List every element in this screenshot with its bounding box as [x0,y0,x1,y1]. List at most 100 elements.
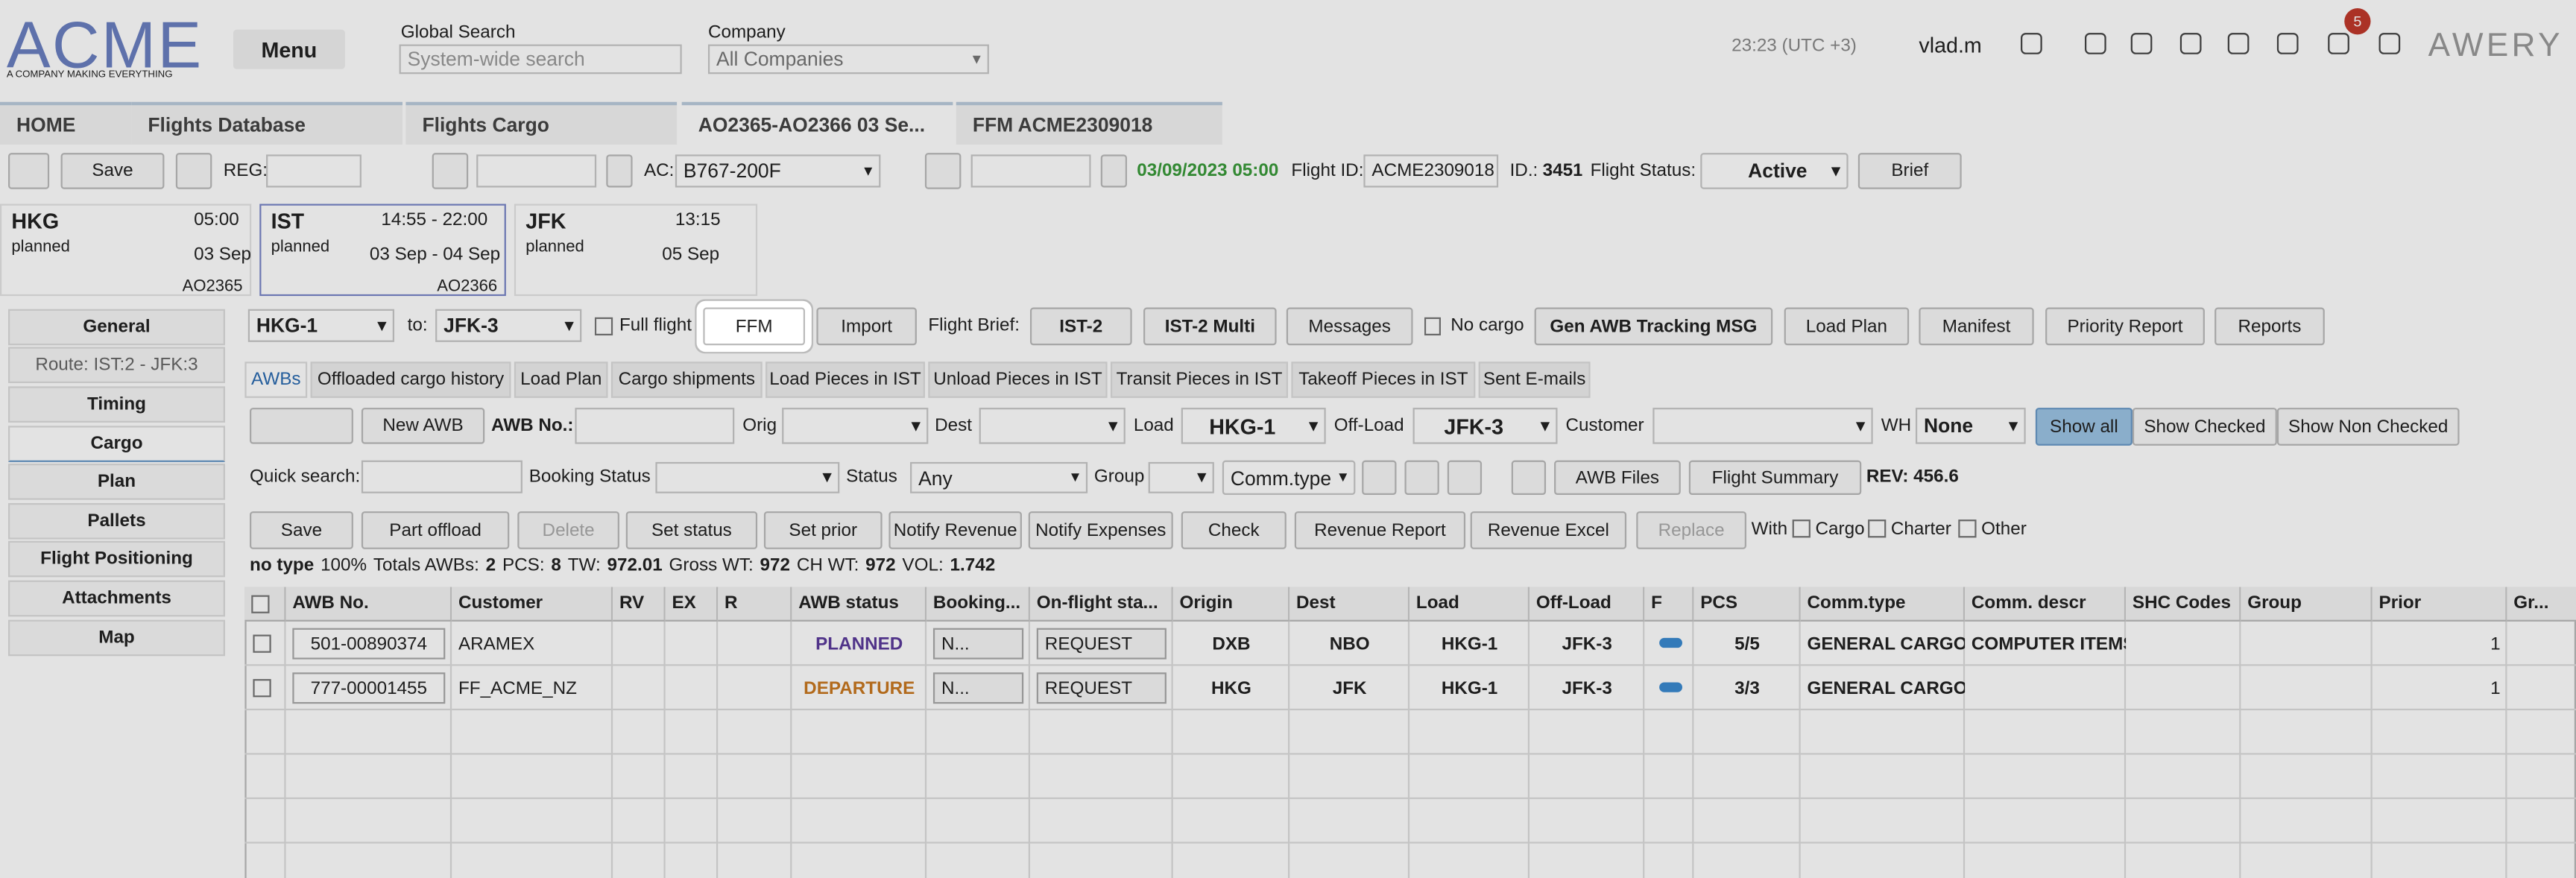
add-button[interactable] [1100,154,1128,188]
tab[interactable]: AO2365-AO2366 03 Se... [681,101,953,145]
cell-text[interactable]: REQUEST [1036,628,1167,660]
quick-search-input[interactable] [361,460,523,493]
dest-select[interactable] [979,408,1126,444]
column-header[interactable]: EX [665,587,719,622]
subtab[interactable]: Offloaded cargo history [310,361,511,398]
cell-text[interactable]: 777-00001455 [292,672,446,704]
icon[interactable] [2276,33,2299,54]
icon-button[interactable] [1404,460,1439,496]
column-header[interactable]: Group [2241,587,2373,622]
checkbox[interactable] [594,312,697,338]
action-button[interactable]: Notify Expenses [1028,511,1173,549]
refresh-button[interactable] [250,408,353,444]
column-header[interactable]: Comm.type [1800,587,1966,622]
tab[interactable]: HOME [0,101,132,145]
action-button[interactable]: Set prior [763,511,883,549]
action-button[interactable]: Revenue Excel [1470,511,1627,549]
cell-text[interactable]: N... [932,672,1024,704]
action-button[interactable]: Delete [517,511,619,549]
filter-toggle[interactable]: Show all [2035,408,2133,446]
ffm-button[interactable]: FFM [703,307,806,346]
checkbox[interactable] [1868,519,1887,538]
brief-button[interactable]: Brief [1857,153,1962,189]
column-header[interactable]: Comm. descr [1965,587,2127,622]
filter-toggle[interactable]: Show Non Checked [2276,408,2460,446]
cell-text[interactable]: 501-00890374 [292,628,446,660]
brief-button[interactable]: Messages [1286,307,1413,346]
tab[interactable]: Flights Database [131,101,403,145]
menu-button[interactable]: Menu [233,29,345,69]
add-button[interactable] [606,154,633,188]
column-header[interactable]: AWB No. [285,587,452,622]
search-input[interactable]: System-wide search [399,44,682,75]
awb-files-button[interactable]: AWB Files [1554,460,1681,496]
refresh-button[interactable] [8,153,50,189]
to-select[interactable]: JFK-3 [435,309,582,342]
cell-text[interactable]: REQUEST [1036,672,1167,704]
offload-select[interactable]: JFK-3 [1412,408,1558,444]
subtab[interactable]: AWBs [244,361,308,398]
side-menu-item[interactable]: Pallets [8,503,225,540]
fullscreen-button[interactable] [175,153,212,189]
column-header[interactable]: RV [613,587,666,622]
button[interactable] [924,153,962,189]
side-menu-item[interactable]: General [8,309,225,346]
column-header[interactable]: On-flight sta... [1029,587,1173,622]
group-select[interactable] [1148,461,1214,493]
comm-type-select[interactable]: Comm.type [1222,460,1356,496]
icon-button[interactable] [1447,460,1483,496]
side-menu-item[interactable]: Plan [8,464,225,500]
input[interactable] [970,154,1091,188]
orig-select[interactable] [782,408,929,444]
brief-button[interactable]: IST-2 Multi [1143,307,1277,346]
action-button[interactable]: Replace [1636,511,1746,549]
flight-summary-button[interactable]: Flight Summary [1688,460,1862,496]
action-button[interactable]: Notify Revenue [888,511,1022,549]
from-select[interactable]: HKG-1 [247,309,394,342]
side-menu-item[interactable]: Map [8,619,225,657]
column-header[interactable]: Load [1409,587,1530,622]
action-button[interactable]: Part offload [361,511,510,549]
leg-card[interactable] [514,203,758,297]
booking-select[interactable] [655,461,840,493]
checkbox[interactable] [253,634,271,653]
save-button[interactable]: Save [60,153,165,189]
side-menu-item[interactable]: Attachments [8,580,225,617]
subtab[interactable]: Cargo shipments [610,361,763,398]
side-menu-item[interactable]: Timing [8,386,225,423]
column-header[interactable]: SHC Codes [2126,587,2241,622]
import-button[interactable]: Import [816,307,917,346]
ac-select[interactable]: B767-200F [675,154,881,188]
report-button[interactable]: Manifest [1919,307,2034,346]
company-select[interactable]: All Companies [707,44,989,75]
checkbox[interactable] [1792,519,1811,538]
subtab[interactable]: Sent E-mails [1478,361,1591,398]
icon[interactable] [2227,33,2250,54]
subtab[interactable]: Load Pieces in IST [765,361,925,398]
column-header[interactable]: Booking... [926,587,1030,622]
action-button[interactable]: Check [1181,511,1287,549]
button[interactable] [432,153,469,189]
brief-button[interactable]: IST-2 [1029,307,1132,346]
report-button[interactable]: Load Plan [1784,307,1910,346]
input[interactable] [476,154,597,188]
column-header[interactable]: Gr... [2507,587,2576,622]
side-menu-item[interactable]: Route: IST:2 - JFK:3 [8,347,225,383]
filter-toggle[interactable]: Show Checked [2132,408,2277,446]
column-header[interactable]: Dest [1289,587,1410,622]
leg-card[interactable] [0,203,252,297]
icon[interactable] [2378,33,2401,54]
customer-select[interactable] [1652,408,1873,444]
icon[interactable] [2021,33,2042,54]
checkbox[interactable] [1958,519,1977,538]
report-button[interactable]: Gen AWB Tracking MSG [1534,307,1773,346]
column-header[interactable]: Customer [452,587,613,622]
action-button[interactable]: Revenue Report [1294,511,1466,549]
icon[interactable] [2328,33,2349,54]
column-header[interactable]: Off-Load [1530,587,1645,622]
action-button[interactable]: Save [250,511,353,549]
reg-input[interactable] [266,154,362,188]
report-button[interactable]: Priority Report [2045,307,2205,346]
column-header[interactable]: R [718,587,792,622]
icon-button[interactable] [1511,460,1547,496]
